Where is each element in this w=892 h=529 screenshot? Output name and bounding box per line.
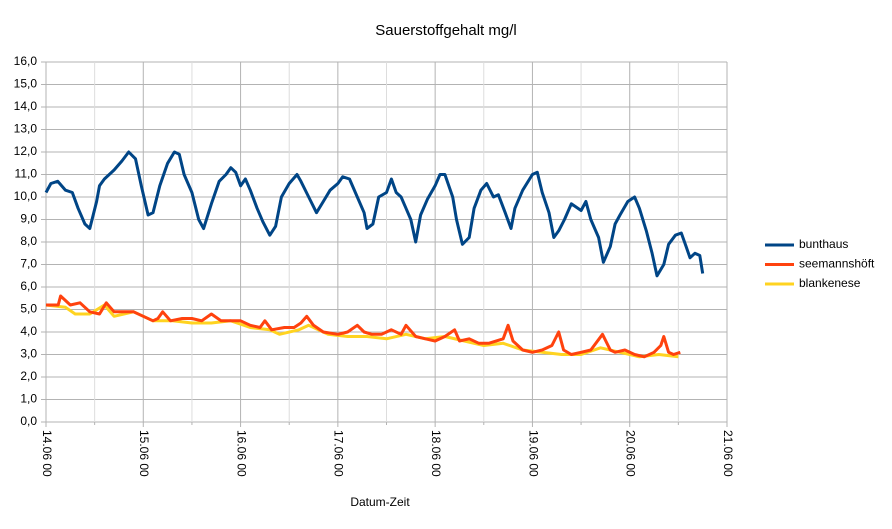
y-tick-label: 11,0 (15, 167, 38, 181)
x-tick-label: 18.06 00 (429, 430, 443, 477)
x-tick-label: 16.06 00 (234, 430, 248, 477)
y-tick-label: 0,0 (20, 414, 37, 428)
x-tick-label: 20.06 00 (624, 430, 638, 477)
y-tick-label: 6,0 (20, 279, 37, 293)
x-tick-label: 17.06 00 (332, 430, 346, 477)
legend-label: seemannshöft (799, 257, 875, 271)
y-tick-label: 1,0 (20, 392, 37, 406)
legend-label: bunthaus (799, 237, 848, 251)
y-tick-label: 5,0 (20, 302, 37, 316)
legend-label: blankenese (799, 276, 861, 290)
y-tick-label: 4,0 (20, 324, 37, 338)
y-tick-label: 7,0 (20, 257, 37, 271)
y-tick-label: 3,0 (20, 347, 37, 361)
y-tick-label: 2,0 (20, 369, 37, 383)
data-line (46, 294, 681, 359)
y-tick-label: 13,0 (14, 122, 38, 136)
x-tick-label: 21.06 00 (721, 430, 735, 477)
x-tick-label: 14.06 00 (40, 430, 54, 477)
y-tick-label: 9,0 (20, 212, 37, 226)
data-line (44, 150, 705, 278)
x-tick-label: 19.06 00 (526, 430, 540, 477)
y-tick-label: 14,0 (14, 99, 38, 113)
y-tick-label: 8,0 (20, 234, 37, 248)
y-tick-label: 15,0 (14, 77, 38, 91)
chart-title: Sauerstoffgehalt mg/l (375, 22, 516, 39)
y-tick-label: 16,0 (14, 54, 38, 68)
x-axis-label: Datum-Zeit (350, 495, 410, 509)
x-tick-label: 15.06 00 (137, 430, 151, 477)
y-tick-label: 10,0 (14, 189, 38, 203)
y-tick-label: 12,0 (14, 144, 38, 158)
